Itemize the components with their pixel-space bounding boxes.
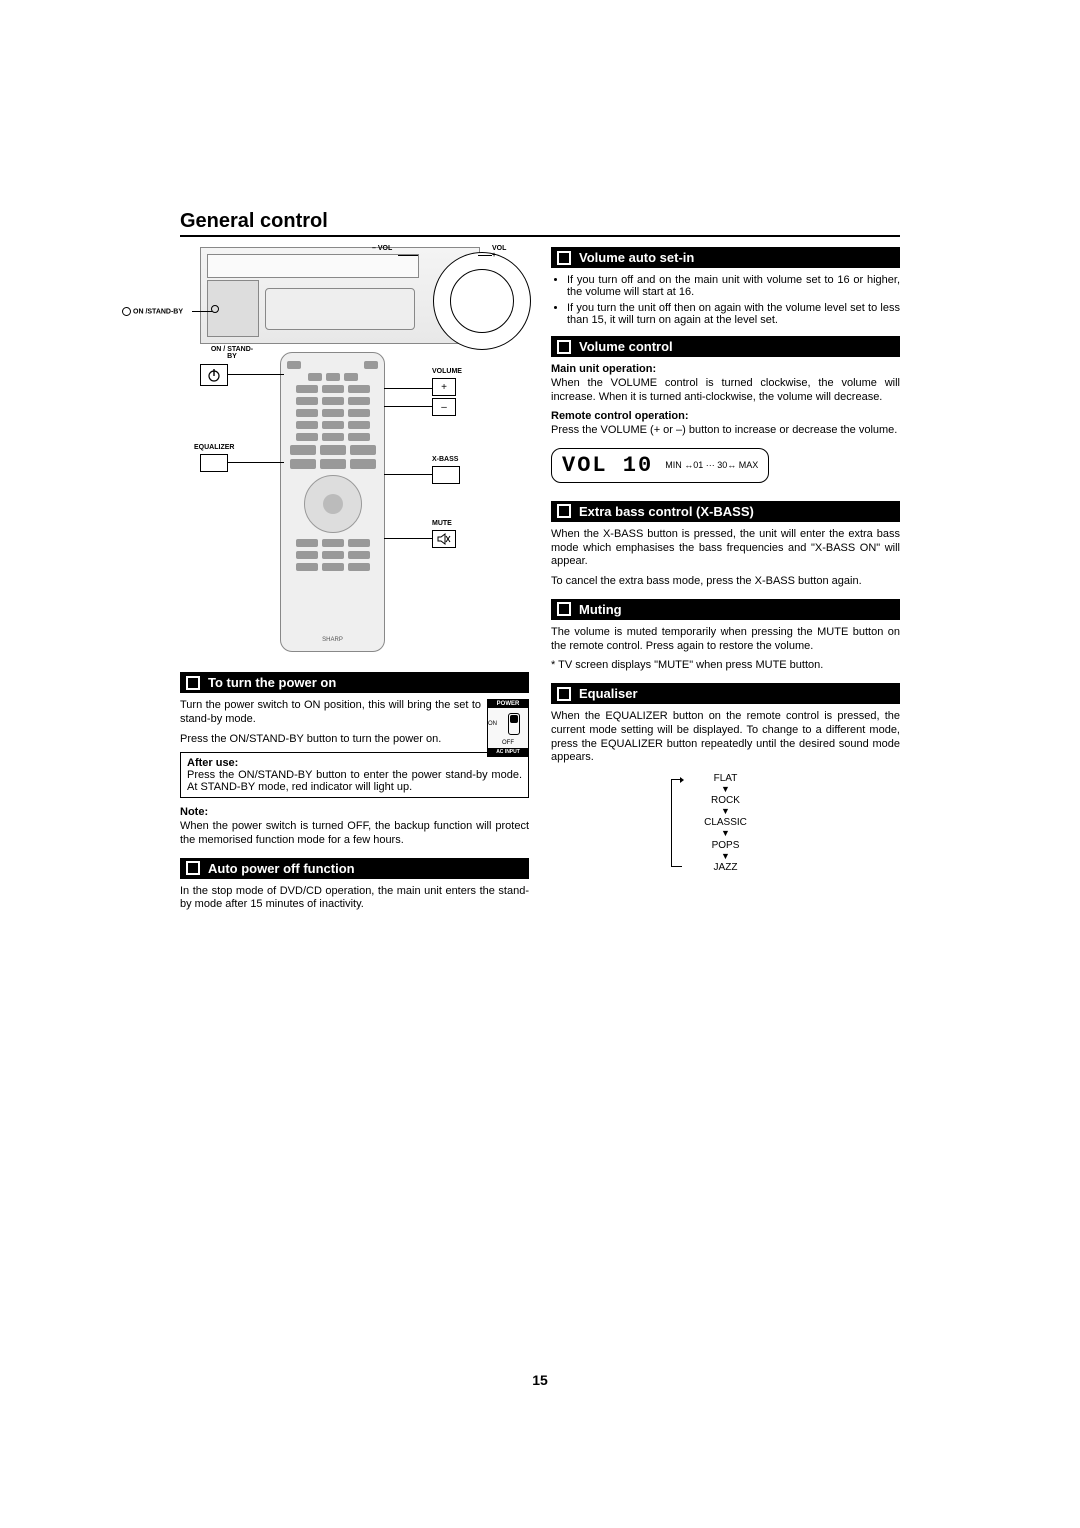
volminus-label: – VOL [372, 245, 392, 252]
muting-text-2: * TV screen displays "MUTE" when press M… [551, 659, 900, 673]
page-number: 15 [0, 1372, 1080, 1388]
remote-xbass-label: X-BASS [432, 456, 458, 463]
section-volcontrol: Volume control [551, 336, 900, 357]
section-volautosetin: Volume auto set-in [551, 247, 900, 268]
remote-mute-label: MUTE [432, 520, 452, 527]
mute-callout-icon [432, 530, 456, 548]
volcontrol-remote: Remote control operation: Press the VOLU… [551, 410, 900, 438]
power-on-text-2: Press the ON/STAND-BY button to turn the… [180, 733, 529, 747]
equalizer-callout-icon [200, 454, 228, 472]
onstandby-label: ON /STAND-BY [122, 307, 183, 316]
section-autopoweroff: Auto power off function [180, 858, 529, 879]
unit-figure: ON /STAND-BY – VOL VOL + [200, 247, 480, 344]
section-equaliser: Equaliser [551, 683, 900, 704]
muting-text-1: The volume is muted temporarily when pre… [551, 626, 900, 654]
section-xbass: Extra bass control (X-BASS) [551, 501, 900, 522]
volume-display: VOL 10 MIN ↔01 ··· 30↔ MAX [551, 448, 769, 483]
left-column: ON /STAND-BY – VOL VOL + [180, 247, 529, 918]
section-power-on: To turn the power on [180, 672, 529, 693]
power-on-text-1: Turn the power switch to ON position, th… [180, 699, 529, 727]
volautosetin-list: If you turn off and on the main unit wit… [551, 274, 900, 326]
volminus-callout: – [432, 398, 456, 416]
remote-figure: SHARP ON / STAND-BY EQUALIZER VOLUME + –… [180, 352, 529, 662]
right-column: Volume auto set-in If you turn off and o… [551, 247, 900, 918]
power-icon [200, 364, 228, 386]
autopoweroff-text: In the stop mode of DVD/CD operation, th… [180, 885, 529, 913]
volplus-label: VOL + [492, 245, 506, 259]
xbass-callout-icon [432, 466, 460, 484]
title-rule [180, 235, 900, 237]
volume-segment-icon: VOL 10 [562, 453, 653, 478]
remote-equalizer-label: EQUALIZER [194, 444, 234, 451]
power-switch-icon: POWER ON OFF AC INPUT [487, 699, 529, 757]
remote-volume-label: VOLUME [432, 368, 462, 375]
page-title: General control [180, 210, 900, 233]
section-muting: Muting [551, 599, 900, 620]
after-use-box: After use: Press the ON/STAND-BY button … [180, 752, 529, 798]
remote-body: SHARP [280, 352, 385, 652]
equaliser-flow: FLAT ▼ ROCK ▼ CLASSIC ▼ POPS ▼ JAZZ [681, 773, 771, 873]
xbass-text-1: When the X-BASS button is pressed, the u… [551, 528, 900, 569]
note: Note: When the power switch is turned OF… [180, 806, 529, 847]
equaliser-text: When the EQUALIZER button on the remote … [551, 710, 900, 765]
volcontrol-main: Main unit operation: When the VOLUME con… [551, 363, 900, 404]
xbass-text-2: To cancel the extra bass mode, press the… [551, 575, 900, 589]
volplus-callout: + [432, 378, 456, 396]
volume-knob-icon [433, 252, 531, 350]
remote-onstandby-label: ON / STAND-BY [210, 346, 254, 360]
